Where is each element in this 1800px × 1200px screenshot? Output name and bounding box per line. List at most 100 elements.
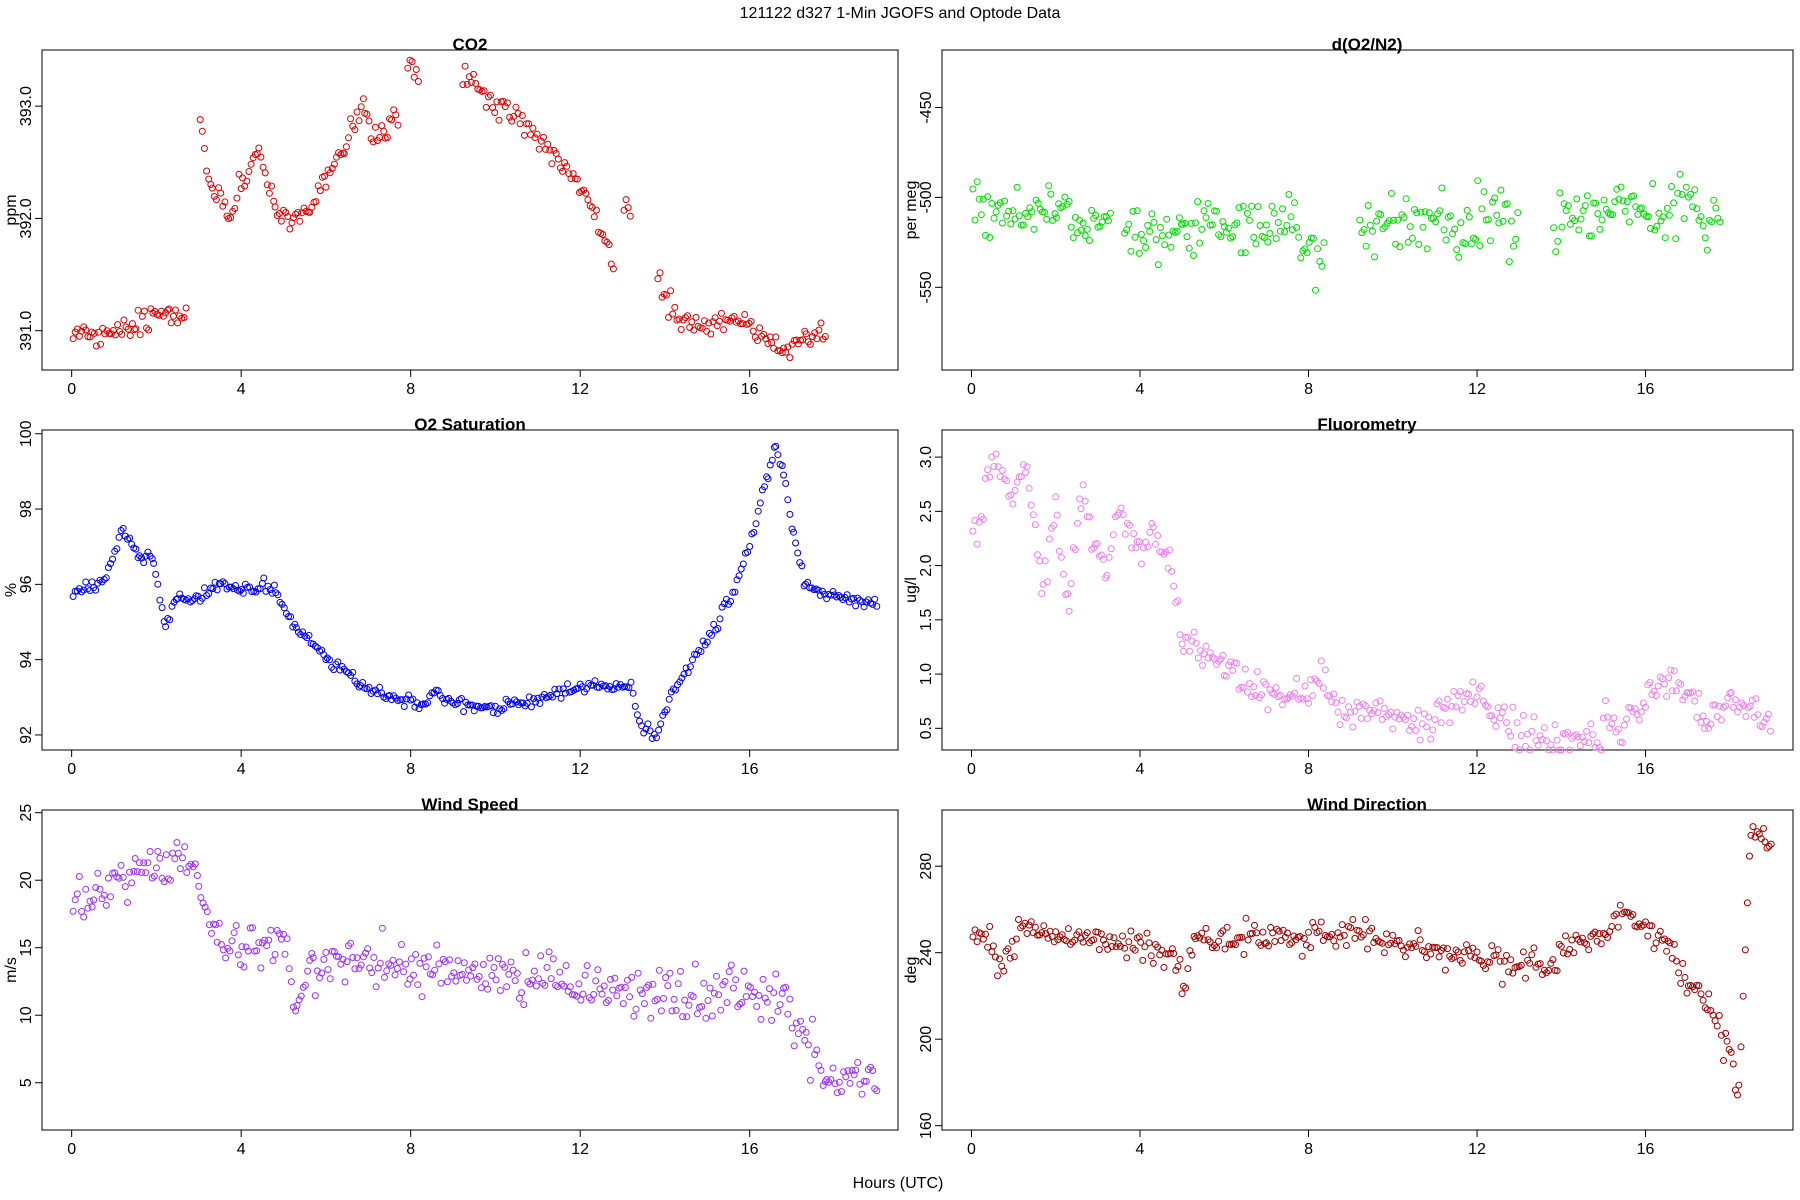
y-tick-label: 98 bbox=[18, 500, 35, 518]
data-point bbox=[1350, 724, 1356, 730]
data-point bbox=[1254, 669, 1260, 675]
data-point bbox=[95, 870, 101, 876]
data-point bbox=[648, 1015, 654, 1021]
data-point bbox=[1369, 228, 1375, 234]
data-point bbox=[1696, 690, 1702, 696]
data-point bbox=[839, 1089, 845, 1095]
data-point bbox=[1716, 1013, 1722, 1019]
data-point bbox=[1066, 608, 1072, 614]
data-point bbox=[655, 276, 661, 282]
y-tick-label: 1.0 bbox=[918, 663, 935, 685]
data-point bbox=[1553, 249, 1559, 255]
data-point bbox=[1241, 952, 1247, 958]
data-point bbox=[1098, 931, 1104, 937]
data-point bbox=[1615, 924, 1621, 930]
data-point bbox=[1724, 1038, 1730, 1044]
data-point bbox=[1035, 552, 1041, 558]
data-point bbox=[1122, 531, 1128, 537]
data-point bbox=[382, 974, 388, 980]
data-point bbox=[1267, 231, 1273, 237]
data-point bbox=[530, 125, 536, 131]
data-point bbox=[1037, 558, 1043, 564]
data-point bbox=[1052, 211, 1058, 217]
data-point bbox=[1337, 722, 1343, 728]
data-point bbox=[1372, 254, 1378, 260]
data-point bbox=[182, 844, 188, 850]
data-point bbox=[1131, 531, 1137, 537]
data-point bbox=[795, 550, 801, 556]
data-point bbox=[1740, 993, 1746, 999]
data-point bbox=[1394, 709, 1400, 715]
data-point bbox=[1147, 228, 1153, 234]
data-point bbox=[287, 226, 293, 232]
data-point bbox=[1459, 707, 1465, 713]
data-point bbox=[348, 116, 354, 122]
data-point bbox=[834, 1090, 840, 1096]
data-point bbox=[1157, 225, 1163, 231]
x-ticks-o2-saturation: 0 4 8 12 16 bbox=[67, 750, 758, 778]
data-point bbox=[1251, 234, 1257, 240]
data-point bbox=[1265, 707, 1271, 713]
data-point bbox=[1381, 705, 1387, 711]
data-point bbox=[1684, 990, 1690, 996]
data-point bbox=[599, 991, 605, 997]
data-point bbox=[425, 700, 431, 706]
data-point bbox=[1426, 714, 1432, 720]
data-point bbox=[1068, 581, 1074, 587]
data-point bbox=[538, 953, 544, 959]
data-point bbox=[364, 111, 370, 117]
data-point bbox=[1186, 245, 1192, 251]
data-point bbox=[1167, 547, 1173, 553]
data-point bbox=[658, 721, 664, 727]
x-tick-label: 12 bbox=[1468, 761, 1486, 778]
data-point bbox=[327, 976, 333, 982]
data-point bbox=[1513, 236, 1519, 242]
data-point bbox=[286, 966, 292, 972]
data-point bbox=[1531, 714, 1537, 720]
data-point bbox=[783, 984, 789, 990]
data-point bbox=[521, 1002, 527, 1008]
data-point bbox=[170, 313, 176, 319]
data-point bbox=[705, 998, 711, 1004]
data-point bbox=[141, 308, 147, 314]
data-point bbox=[497, 988, 503, 994]
y-tick-label: 15 bbox=[18, 939, 35, 957]
data-point bbox=[1557, 190, 1563, 196]
data-point bbox=[754, 1004, 760, 1010]
data-point bbox=[1077, 496, 1083, 502]
data-point bbox=[1146, 940, 1152, 946]
data-point bbox=[1195, 199, 1201, 205]
data-point bbox=[578, 997, 584, 1003]
data-point bbox=[278, 218, 284, 224]
x-tick-label: 12 bbox=[571, 381, 589, 398]
data-point bbox=[121, 317, 127, 323]
data-point bbox=[1664, 694, 1670, 700]
points-fluorometry bbox=[970, 451, 1774, 753]
data-point bbox=[1694, 715, 1700, 721]
x-tick-label: 4 bbox=[237, 1141, 246, 1158]
data-point bbox=[462, 63, 468, 69]
data-point bbox=[546, 949, 552, 955]
data-point bbox=[987, 924, 993, 930]
data-point bbox=[1578, 216, 1584, 222]
data-point bbox=[707, 985, 713, 991]
data-point bbox=[1032, 924, 1038, 930]
data-point bbox=[453, 978, 459, 984]
data-point bbox=[656, 967, 662, 973]
data-point bbox=[657, 270, 663, 276]
data-point bbox=[1692, 187, 1698, 193]
data-point bbox=[853, 603, 859, 609]
data-point bbox=[1422, 209, 1428, 215]
data-point bbox=[595, 967, 601, 973]
data-point bbox=[656, 727, 662, 733]
data-point bbox=[563, 963, 569, 969]
data-point bbox=[492, 110, 498, 116]
y-ticks-o2n2: -550-500-450 bbox=[918, 91, 942, 303]
data-point bbox=[89, 904, 95, 910]
x-ticks-wind-direction: 0 4 8 12 16 bbox=[967, 1130, 1655, 1158]
data-point bbox=[629, 974, 635, 980]
data-point bbox=[204, 168, 210, 174]
data-point bbox=[661, 996, 667, 1002]
data-point bbox=[1555, 238, 1561, 244]
y-tick-label: 10 bbox=[18, 1006, 35, 1024]
